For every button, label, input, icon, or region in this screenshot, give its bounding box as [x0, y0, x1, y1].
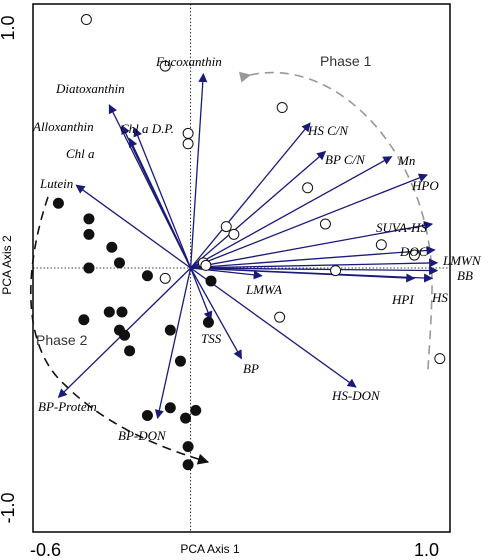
filled-point-19: [190, 404, 202, 416]
vector-label-hs: HS: [431, 290, 448, 305]
vector-label-alloxanthin: Alloxanthin: [32, 119, 94, 134]
vector-chl-a: [128, 137, 192, 269]
filled-point-1: [83, 213, 95, 225]
vector-label-lutein: Lutein: [39, 176, 73, 191]
filled-point-17: [164, 402, 176, 414]
filled-point-0: [52, 197, 64, 209]
filled-point-22: [182, 459, 194, 471]
open-point-14: [159, 272, 171, 284]
filled-point-21: [182, 441, 194, 453]
vector-chl-a-d-p-: [133, 127, 192, 269]
filled-point-2: [83, 228, 95, 240]
filled-point-8: [103, 306, 115, 318]
filled-point-7: [205, 275, 217, 287]
filled-point-9: [116, 306, 128, 318]
filled-point-15: [124, 345, 136, 357]
vector-fucoxanthin: [189, 72, 208, 269]
open-point-6: [220, 221, 232, 233]
vector-label-doc: DOC: [399, 244, 428, 259]
y-tick-label: 1.0: [0, 15, 18, 40]
vector-suva-hs: [190, 220, 434, 269]
filled-point-14: [202, 316, 214, 328]
open-point-2: [276, 102, 288, 114]
vector-hpi: [190, 267, 416, 283]
filled-point-12: [119, 329, 131, 341]
phase-1-label: Phase 1: [320, 53, 372, 69]
vector-label-chl-a: Chl a: [66, 146, 95, 161]
open-point-12: [408, 249, 420, 261]
vector-label-tss: TSS: [201, 331, 222, 346]
vector-label-bp-c-n: BP C/N: [325, 152, 366, 167]
vector-label-bp-protein: BP-Protein: [38, 399, 97, 414]
open-point-11: [200, 259, 212, 271]
vector-label-lmwa: LMWA: [245, 282, 282, 297]
vector-label-diatoxanthin: Diatoxanthin: [55, 81, 125, 96]
vector-label-bp: BP: [243, 361, 259, 376]
vector-label-mn: Mn: [397, 153, 415, 168]
vector-label-lmwn: LMWN: [442, 253, 482, 268]
filled-point-6: [141, 270, 153, 282]
x-axis-title: PCA Axis 1: [180, 542, 240, 556]
vector-label-hs-don: HS-DON: [331, 388, 381, 403]
open-point-16: [274, 311, 286, 323]
filled-point-16: [174, 355, 186, 367]
filled-point-10: [78, 314, 90, 326]
vector-hs-c-n: [190, 122, 311, 269]
vector-tss: [190, 267, 213, 321]
filled-point-3: [106, 241, 118, 253]
vector-label-suva-hs: SUVA-HS: [376, 220, 428, 235]
vector-bp-don: [154, 267, 192, 420]
phase-2-label: Phase 2: [36, 332, 88, 348]
vector-lutein: [75, 184, 192, 269]
filled-point-4: [83, 262, 95, 274]
filled-point-18: [180, 412, 192, 424]
filled-point-5: [113, 257, 125, 269]
vector-mn: [190, 156, 393, 269]
vector-label-hs-c-n: HS C/N: [307, 123, 349, 138]
vector-label-bp-don: BP-DON: [118, 428, 167, 443]
vector-hs-don: [190, 267, 357, 388]
open-point-7: [228, 228, 240, 240]
phase-2-envelope: [30, 196, 210, 465]
phase-1-envelope: [238, 71, 433, 373]
vector-label-hpi: HPI: [391, 292, 414, 307]
open-point-17: [434, 353, 446, 365]
vector-label-chl-a-d-p-: Chl a D.P.: [120, 121, 174, 136]
vector-bp: [190, 267, 243, 360]
y-tick-label: -1.0: [0, 492, 18, 523]
vector-label-bb: BB: [457, 268, 473, 283]
vector-label-hpo: HPO: [411, 178, 439, 193]
open-point-1: [159, 60, 171, 72]
y-axis-title: PCA Axis 2: [0, 235, 14, 295]
filled-point-20: [141, 410, 153, 422]
vector-label-fucoxanthin: Fucoxanthin: [155, 54, 222, 69]
vector-bb: [190, 265, 439, 276]
vector-lmwn: [190, 258, 439, 269]
open-point-8: [319, 218, 331, 230]
open-point-4: [182, 138, 194, 150]
vector-hpo: [190, 173, 428, 269]
open-point-0: [80, 14, 92, 26]
vector-doc: [190, 245, 436, 269]
open-point-9: [375, 239, 387, 251]
open-point-5: [302, 182, 314, 194]
filled-point-13: [164, 324, 176, 336]
x-tick-label: 1.0: [414, 540, 439, 560]
open-point-3: [182, 127, 194, 139]
vector-bp-c-n: [190, 150, 327, 269]
x-tick-label: -0.6: [30, 540, 61, 560]
open-point-15: [330, 265, 342, 277]
